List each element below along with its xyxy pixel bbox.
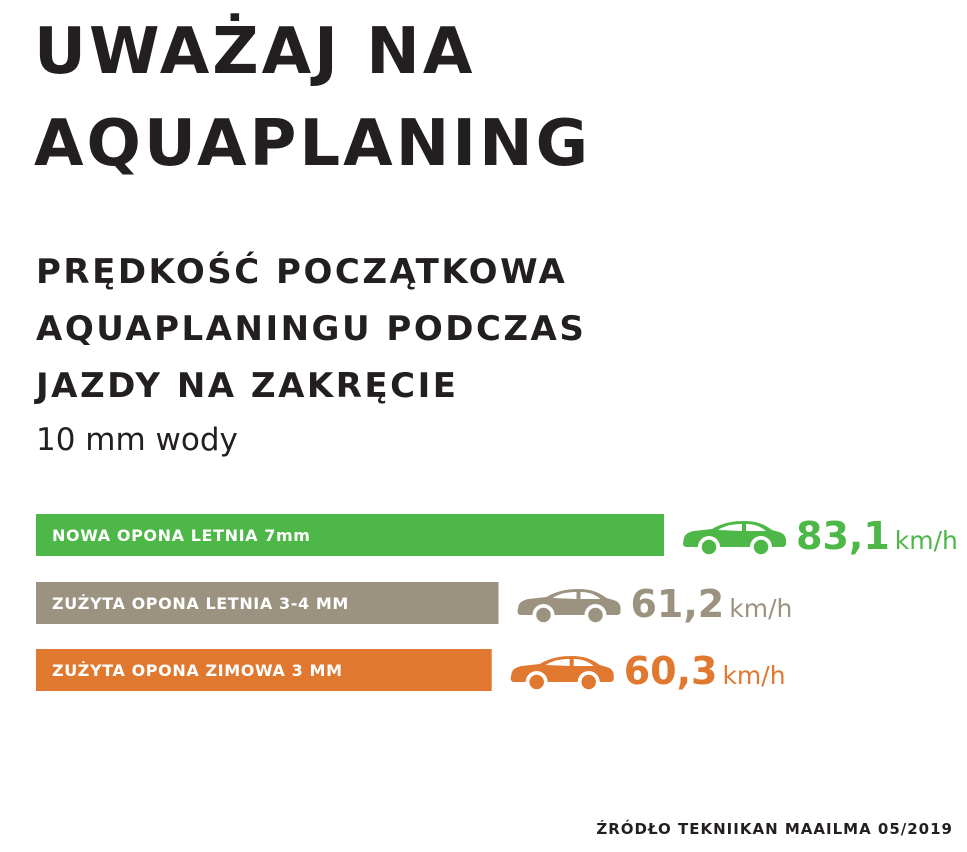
chart-subtitle-line-3: JAZDY NA ZAKRĘCIE — [36, 366, 459, 406]
bar-2 — [36, 582, 499, 624]
main-title: UWAŻAJ NA AQUAPLANING — [34, 6, 591, 190]
main-title-line-1: UWAŻAJ NA — [34, 15, 476, 89]
main-title-line-2: AQUAPLANING — [34, 107, 592, 181]
chart-subtitle-line-1: PRĘDKOŚĆ POCZĄTKOWA — [36, 252, 568, 292]
chart-subtitle: PRĘDKOŚĆ POCZĄTKOWA AQUAPLANINGU PODCZAS… — [36, 244, 586, 415]
source-credit: ŹRÓDŁO TEKNIIKAN MAAILMA 05/2019 — [596, 820, 953, 838]
bar-value-2: 61,2 — [630, 582, 724, 626]
bar-3 — [36, 649, 492, 691]
bar-label-2: ZUŻYTA OPONA LETNIA 3-4 MM — [52, 594, 349, 613]
car-icon — [683, 521, 786, 557]
chart-subtitle-line-2: AQUAPLANINGU PODCZAS — [36, 309, 587, 349]
bar-1 — [36, 514, 664, 556]
car-icon — [510, 656, 614, 692]
bar-value-1: 83,1 — [796, 514, 890, 558]
water-depth-note: 10 mm wody — [36, 422, 238, 458]
bar-unit-2: km/h — [729, 594, 792, 623]
bar-unit-1: km/h — [895, 526, 958, 555]
car-icon — [517, 589, 621, 625]
bar-value-3: 60,3 — [624, 649, 718, 693]
bar-label-3: ZUŻYTA OPONA ZIMOWA 3 MM — [52, 661, 343, 680]
bar-label-1: NOWA OPONA LETNIA 7mm — [52, 526, 311, 545]
bar-unit-3: km/h — [722, 661, 785, 690]
